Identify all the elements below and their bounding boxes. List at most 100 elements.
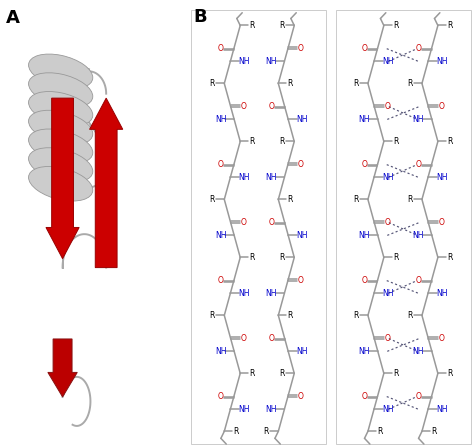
Text: R: R: [210, 311, 215, 320]
Text: NH: NH: [265, 289, 276, 298]
Text: NH: NH: [358, 115, 370, 124]
Text: NH: NH: [238, 57, 250, 66]
Text: NH: NH: [296, 347, 308, 356]
Text: R: R: [288, 195, 293, 204]
Text: R: R: [447, 21, 453, 30]
Text: NH: NH: [265, 405, 276, 414]
Text: R: R: [288, 311, 293, 320]
Ellipse shape: [28, 73, 93, 107]
Text: O: O: [362, 44, 368, 53]
FancyArrow shape: [48, 339, 77, 397]
Text: O: O: [240, 334, 246, 343]
Ellipse shape: [28, 166, 93, 201]
Text: O: O: [218, 44, 224, 53]
Text: O: O: [384, 218, 390, 227]
Text: O: O: [269, 334, 275, 343]
Text: R: R: [353, 195, 359, 204]
Text: R: R: [234, 427, 239, 436]
Text: O: O: [269, 102, 275, 111]
Text: NH: NH: [238, 289, 250, 298]
Text: O: O: [218, 276, 224, 285]
Text: NH: NH: [215, 115, 226, 124]
Text: R: R: [280, 369, 285, 378]
Text: NH: NH: [382, 173, 393, 182]
Text: NH: NH: [296, 115, 308, 124]
Text: O: O: [362, 276, 368, 285]
Text: O: O: [240, 102, 246, 111]
Text: NH: NH: [215, 347, 226, 356]
Text: NH: NH: [238, 173, 250, 182]
Text: O: O: [438, 102, 444, 111]
Text: NH: NH: [436, 173, 447, 182]
Text: O: O: [438, 334, 444, 343]
Text: NH: NH: [358, 347, 370, 356]
Text: NH: NH: [215, 231, 226, 240]
FancyArrow shape: [90, 98, 123, 268]
Text: O: O: [416, 160, 422, 169]
Text: NH: NH: [382, 289, 393, 298]
Text: NH: NH: [265, 57, 276, 66]
Text: R: R: [393, 21, 399, 30]
Text: O: O: [416, 392, 422, 401]
Text: NH: NH: [436, 57, 447, 66]
Text: R: R: [249, 253, 255, 262]
Ellipse shape: [28, 54, 93, 89]
Ellipse shape: [28, 129, 93, 164]
Text: NH: NH: [382, 405, 393, 414]
Text: NH: NH: [412, 115, 424, 124]
Text: O: O: [240, 218, 246, 227]
Text: R: R: [288, 79, 293, 88]
Text: R: R: [407, 311, 413, 320]
Text: R: R: [447, 253, 453, 262]
Text: R: R: [210, 195, 215, 204]
Ellipse shape: [28, 110, 93, 145]
Text: NH: NH: [265, 173, 276, 182]
Text: NH: NH: [382, 57, 393, 66]
Text: O: O: [298, 160, 304, 169]
Bar: [191, 9, 326, 444]
Text: NH: NH: [412, 347, 424, 356]
Text: R: R: [393, 137, 399, 146]
Text: O: O: [384, 102, 390, 111]
Text: R: R: [353, 311, 359, 320]
Text: R: R: [249, 369, 255, 378]
Text: O: O: [269, 218, 275, 227]
Text: O: O: [416, 44, 422, 53]
Text: O: O: [218, 392, 224, 401]
Text: R: R: [280, 253, 285, 262]
Text: R: R: [210, 79, 215, 88]
Text: R: R: [407, 195, 413, 204]
Text: R: R: [280, 21, 285, 30]
Text: R: R: [393, 253, 399, 262]
Text: R: R: [249, 137, 255, 146]
Text: O: O: [362, 160, 368, 169]
Text: O: O: [416, 276, 422, 285]
Text: O: O: [384, 334, 390, 343]
Text: NH: NH: [296, 231, 308, 240]
Text: R: R: [431, 427, 437, 436]
Text: NH: NH: [358, 231, 370, 240]
Text: R: R: [353, 79, 359, 88]
Text: R: R: [377, 427, 383, 436]
Text: O: O: [438, 218, 444, 227]
Text: R: R: [407, 79, 413, 88]
Text: NH: NH: [436, 405, 447, 414]
Text: R: R: [447, 369, 453, 378]
FancyArrow shape: [46, 98, 79, 259]
Text: R: R: [447, 137, 453, 146]
Text: R: R: [280, 137, 285, 146]
Ellipse shape: [28, 91, 93, 126]
Text: R: R: [264, 427, 269, 436]
Text: A: A: [6, 9, 19, 27]
Text: R: R: [393, 369, 399, 378]
Text: O: O: [218, 160, 224, 169]
Text: R: R: [249, 21, 255, 30]
Text: NH: NH: [436, 289, 447, 298]
Text: O: O: [362, 392, 368, 401]
Text: O: O: [298, 392, 304, 401]
Text: NH: NH: [238, 405, 250, 414]
Text: O: O: [298, 44, 304, 53]
Bar: [336, 9, 471, 444]
Text: O: O: [298, 276, 304, 285]
Text: B: B: [194, 8, 208, 26]
